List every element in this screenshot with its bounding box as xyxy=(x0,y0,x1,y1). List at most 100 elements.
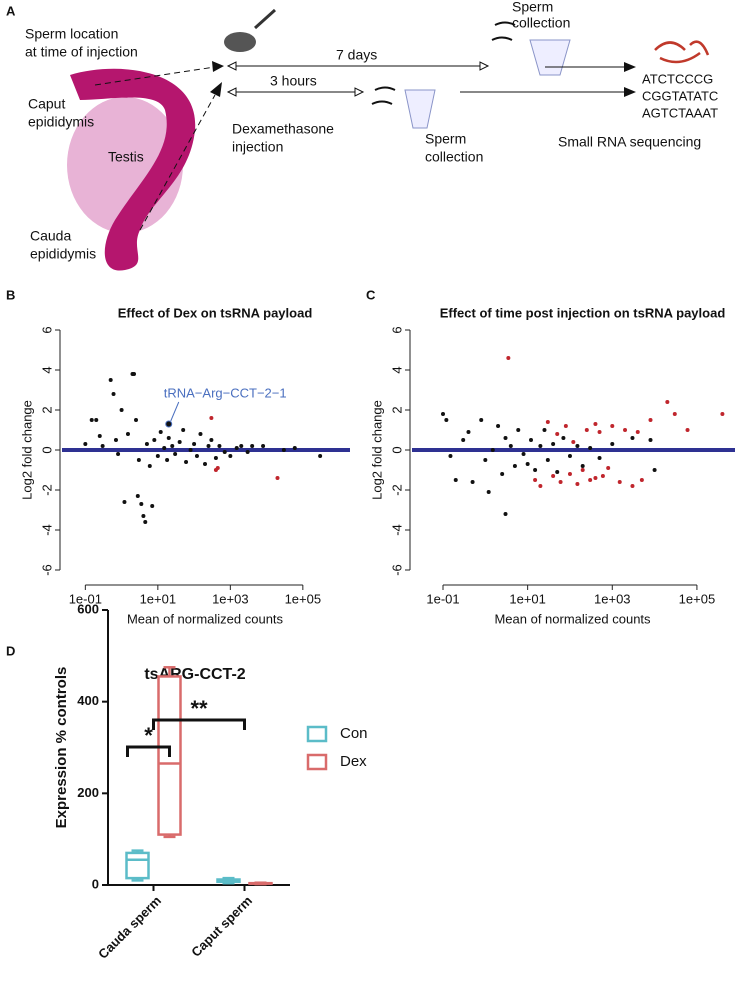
point xyxy=(101,444,105,448)
sequence: AGTCTAAAT xyxy=(642,105,718,120)
point xyxy=(203,462,207,466)
point xyxy=(588,446,592,450)
point xyxy=(441,412,445,416)
legend-label: Con xyxy=(340,725,368,742)
point xyxy=(261,444,265,448)
arrowhead xyxy=(212,61,224,72)
label: 7 days xyxy=(336,47,377,63)
y-tick-label: 6 xyxy=(389,326,404,333)
y-tick-label: 0 xyxy=(389,446,404,453)
panel-letter: A xyxy=(6,3,16,18)
chart-title: Effect of Dex on tsRNA payload xyxy=(118,305,313,320)
point xyxy=(454,478,458,482)
point xyxy=(471,480,475,484)
y-axis-label: Log2 fold change xyxy=(19,400,34,500)
arrow-tip xyxy=(355,88,363,96)
panel-letter: C xyxy=(366,287,376,302)
y-tick-label: 0 xyxy=(92,876,99,891)
x-tick-label: 1e+01 xyxy=(509,591,546,606)
point xyxy=(575,482,579,486)
point xyxy=(516,428,520,432)
point xyxy=(551,442,555,446)
label: collection xyxy=(425,149,483,165)
point xyxy=(198,432,202,436)
tube-icon xyxy=(530,40,570,75)
point xyxy=(167,436,171,440)
label: Cauda xyxy=(30,228,71,244)
point xyxy=(156,454,160,458)
point xyxy=(610,442,614,446)
point xyxy=(500,472,504,476)
point xyxy=(546,420,550,424)
point xyxy=(217,444,221,448)
y-tick-label: 2 xyxy=(389,406,404,413)
point xyxy=(276,476,280,480)
point xyxy=(571,440,575,444)
x-tick-label: 1e+05 xyxy=(285,591,322,606)
annotation: tRNA−Arg−CCT−2−1 xyxy=(164,385,287,400)
x-axis-label: Mean of normalized counts xyxy=(494,611,651,626)
point xyxy=(293,446,297,450)
point xyxy=(529,438,533,442)
point xyxy=(564,424,568,428)
arrow-tip xyxy=(480,62,488,70)
point xyxy=(165,458,169,462)
point xyxy=(623,428,627,432)
point xyxy=(555,470,559,474)
point xyxy=(214,456,218,460)
point xyxy=(618,480,622,484)
label: injection xyxy=(232,139,283,155)
point xyxy=(181,428,185,432)
significance-label: * xyxy=(144,723,153,748)
legend-swatch xyxy=(308,727,326,741)
x-tick-label: 1e+05 xyxy=(679,591,716,606)
point xyxy=(239,444,243,448)
point xyxy=(94,418,98,422)
point xyxy=(150,504,154,508)
point xyxy=(593,476,597,480)
point xyxy=(145,442,149,446)
arrowhead xyxy=(210,82,222,97)
sequence: ATCTCCCG xyxy=(642,71,713,86)
point xyxy=(568,454,572,458)
label: Sperm xyxy=(425,131,466,147)
rna-icon xyxy=(655,42,708,62)
annotated-point xyxy=(166,421,172,427)
legend-swatch xyxy=(308,755,326,769)
point xyxy=(496,424,500,428)
legend-label: Dex xyxy=(340,753,367,770)
y-tick-label: -4 xyxy=(39,524,54,536)
point xyxy=(522,452,526,456)
point xyxy=(120,408,124,412)
point xyxy=(513,464,517,468)
point xyxy=(148,464,152,468)
point xyxy=(551,474,555,478)
y-tick-label: 2 xyxy=(39,406,54,413)
point xyxy=(640,478,644,482)
point xyxy=(139,502,143,506)
point xyxy=(207,444,211,448)
point xyxy=(141,514,145,518)
point xyxy=(109,378,113,382)
point xyxy=(533,478,537,482)
point xyxy=(132,372,136,376)
point xyxy=(538,444,542,448)
arrowhead xyxy=(624,87,636,97)
y-tick-label: 200 xyxy=(77,785,99,800)
syringe-icon xyxy=(255,10,275,28)
point xyxy=(209,416,213,420)
point xyxy=(593,422,597,426)
y-tick-label: 6 xyxy=(39,326,54,333)
point xyxy=(546,458,550,462)
point xyxy=(506,356,510,360)
point xyxy=(137,458,141,462)
chart-title: Effect of time post injection on tsRNA p… xyxy=(440,305,726,320)
point xyxy=(250,444,254,448)
label: Small RNA sequencing xyxy=(558,134,701,150)
label: 3 hours xyxy=(270,73,317,89)
point xyxy=(561,436,565,440)
point xyxy=(448,454,452,458)
x-tick-label: 1e+01 xyxy=(140,591,177,606)
point xyxy=(598,430,602,434)
